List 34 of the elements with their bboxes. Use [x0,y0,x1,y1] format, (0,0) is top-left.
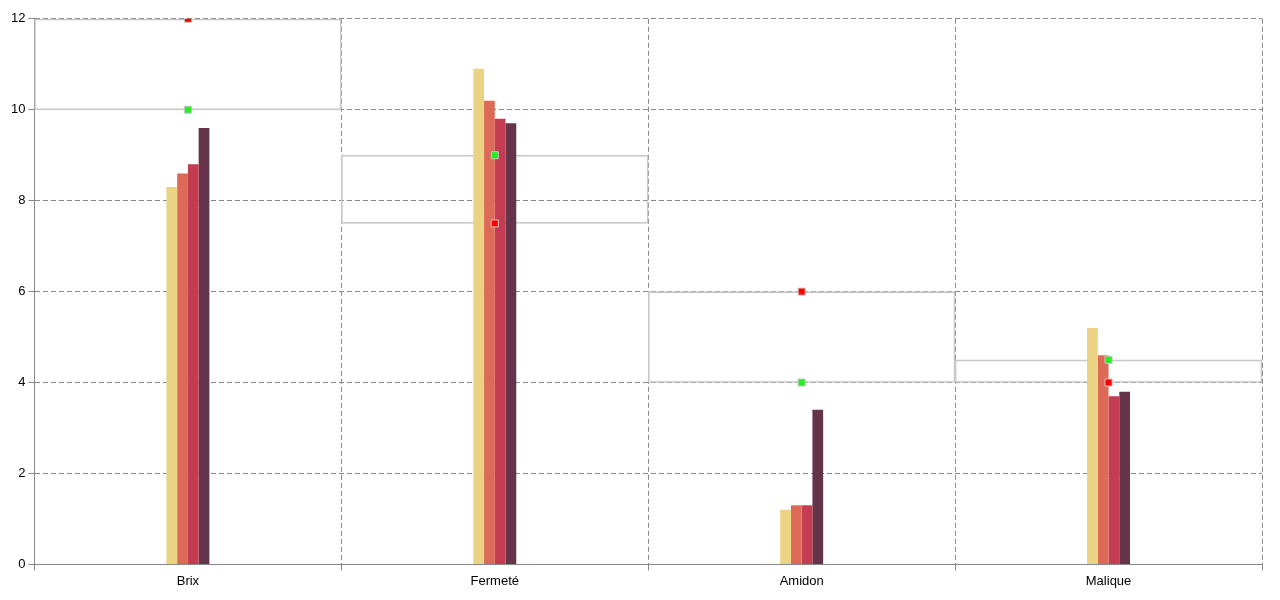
x-tick-label: Fermeté [470,572,519,588]
bar [1087,327,1098,564]
x-tick-label: Amidon [779,572,824,588]
bar [198,127,210,564]
point [1104,355,1113,364]
bar [187,164,199,564]
bar [473,68,485,564]
bar [1108,396,1120,564]
y-tick-label: 2 [18,465,26,481]
bar [801,505,813,564]
bar [790,505,802,564]
bar [177,173,188,564]
bar [166,187,178,564]
bar [780,509,791,564]
y-tick-label: 4 [18,374,26,390]
bar [1097,355,1109,564]
bar [494,118,506,564]
point [797,287,806,296]
point [490,219,499,228]
bar [484,100,495,564]
point [1104,378,1113,387]
point [797,378,806,387]
point [490,151,499,160]
bar [505,123,517,564]
x-tick-label: Brix [176,572,200,588]
y-tick-label: 12 [10,10,26,26]
bar [812,409,824,564]
point [183,105,192,114]
y-tick-label: 8 [18,192,26,208]
bar [1119,391,1131,564]
y-tick-label: 10 [10,101,26,117]
x-tick-label: Malique [1085,572,1132,588]
y-tick-label: 6 [18,283,26,299]
y-tick-label: 0 [18,555,26,571]
